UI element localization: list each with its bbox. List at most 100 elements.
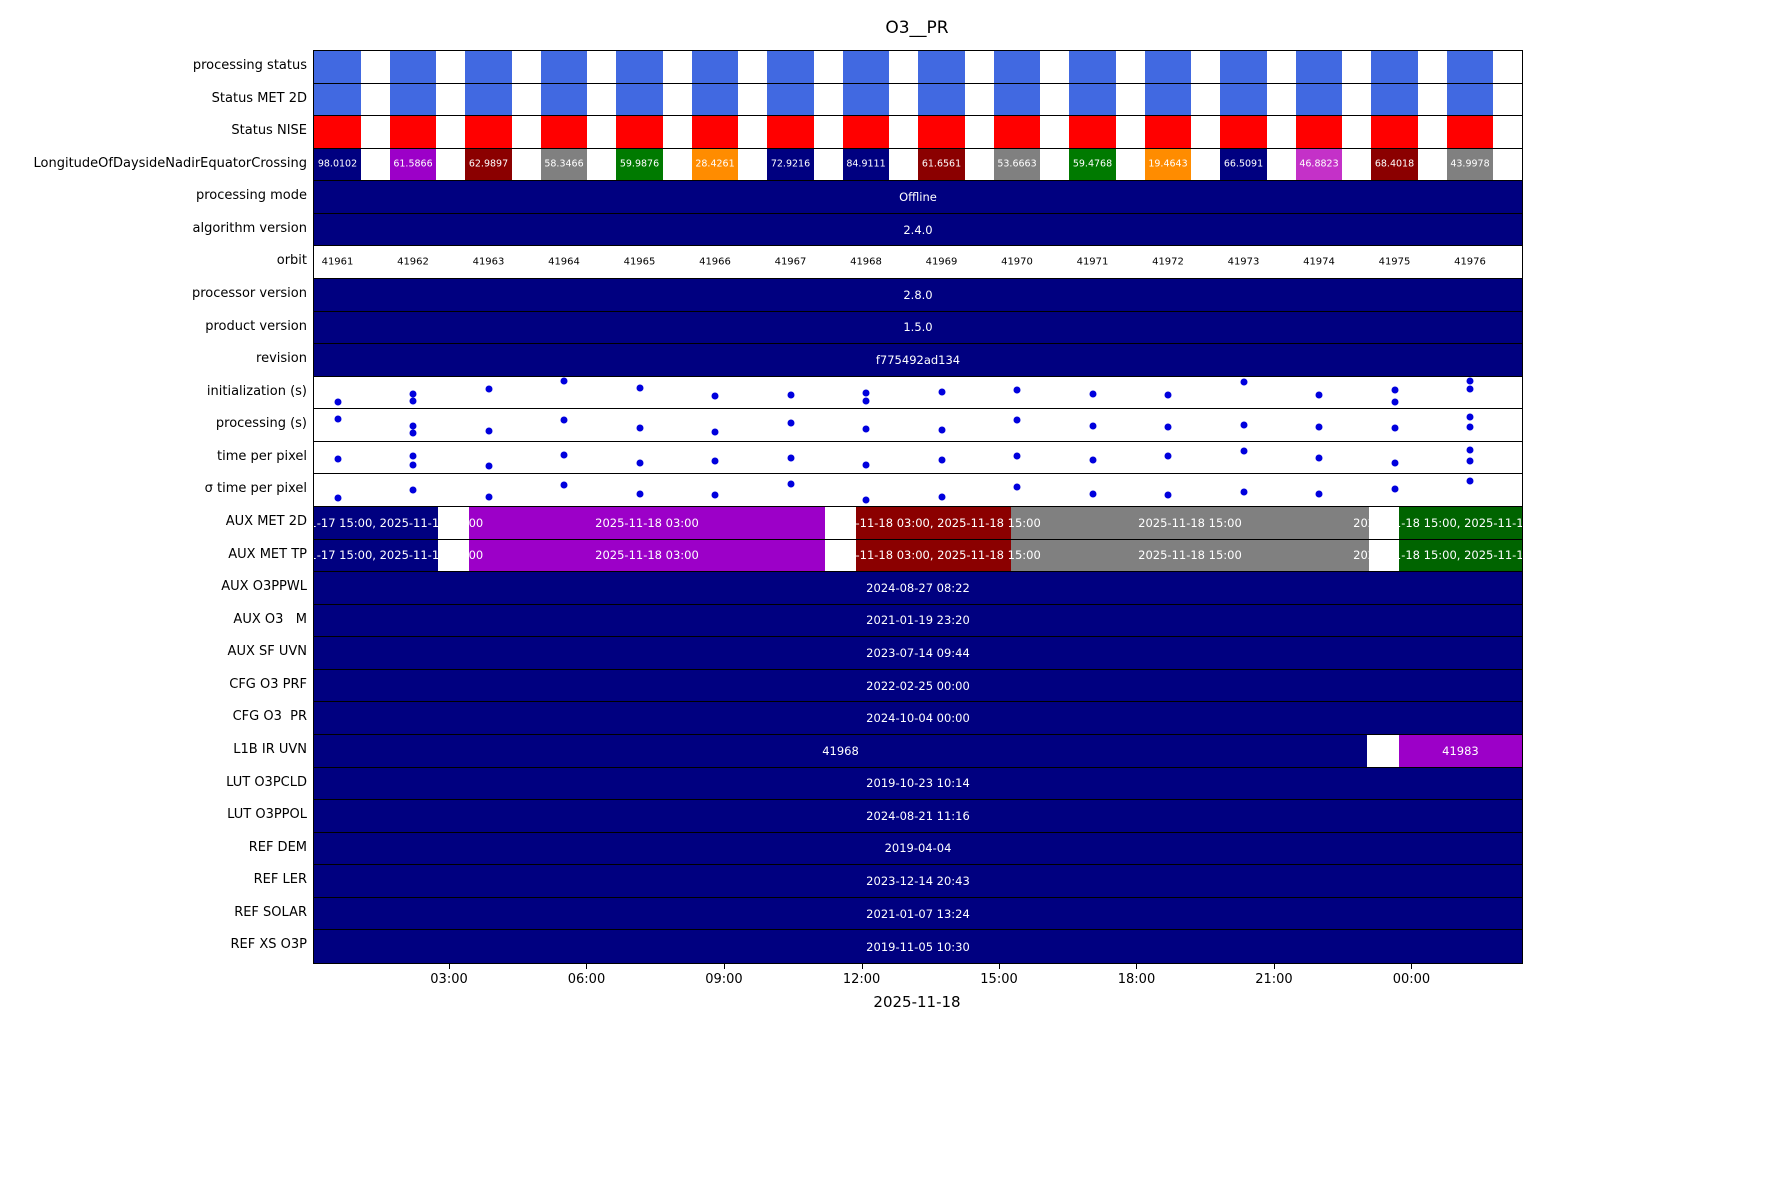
data-point	[1466, 385, 1474, 393]
row-processing-s	[314, 409, 1522, 442]
timeline-segment	[468, 507, 825, 539]
data-point	[862, 425, 870, 433]
data-point	[1089, 490, 1097, 498]
status-block	[1446, 83, 1494, 116]
status-block	[389, 148, 437, 181]
data-point	[1164, 452, 1172, 460]
row-value: 2019-10-23 10:14	[866, 776, 970, 791]
row-value: f775492ad134	[875, 352, 961, 367]
row-l1b-ir-uvn: 41968 41983	[314, 735, 1522, 768]
row-label-aux-sf-uvn: AUX SF UVN	[227, 644, 307, 660]
status-block	[1446, 51, 1494, 83]
status-block	[465, 116, 512, 148]
data-point	[409, 486, 417, 494]
block-value: 28.4261	[695, 158, 735, 170]
row-label-status-met-2d: Status MET 2D	[211, 90, 307, 106]
data-point	[1013, 452, 1021, 460]
data-point	[787, 480, 795, 488]
data-point	[409, 397, 417, 405]
data-point	[485, 493, 493, 501]
row-algorithm-version: 2.4.0	[314, 213, 1522, 247]
row-label-longitudeofdaysidenadirequatorcrossing: LongitudeOfDaysideNadirEquatorCrossing	[33, 155, 307, 171]
x-tick-mark	[1273, 963, 1275, 969]
row-product-version: 1.5.0	[314, 311, 1522, 345]
x-tick-mark	[999, 963, 1001, 969]
status-block	[465, 83, 512, 116]
timeline-segment	[1011, 507, 1369, 539]
data-point	[938, 456, 946, 464]
status-block	[767, 51, 814, 83]
row-label-ref-ler: REF LER	[253, 872, 307, 888]
data-point	[711, 491, 719, 499]
row-label-cfg-o3-pr: CFG O3 PR	[232, 709, 307, 725]
data-point	[560, 451, 568, 459]
data-point	[1164, 491, 1172, 499]
segment-label: 2025-11-18 15:00, 2025-11-19 03:00	[1353, 515, 1522, 530]
timeline-segment	[1011, 539, 1369, 572]
row-value: 2.8.0	[903, 287, 933, 302]
data-point	[938, 388, 946, 396]
status-block	[842, 83, 890, 116]
status-block	[1069, 116, 1116, 148]
row-label-ref-solar: REF SOLAR	[234, 904, 307, 920]
data-point	[1089, 456, 1097, 464]
row-status-met-2d	[314, 83, 1522, 117]
data-point	[560, 416, 568, 424]
status-block	[1220, 51, 1267, 83]
block-value: 53.6663	[997, 158, 1037, 170]
status-block	[1069, 83, 1116, 116]
orbit-number: 41964	[548, 256, 580, 268]
x-tick-mark	[723, 963, 725, 969]
row-aux-o3ppwl: 2024-08-27 08:22	[314, 572, 1522, 605]
data-point	[334, 494, 342, 502]
status-block	[1220, 83, 1267, 116]
segment-label: 2025-11-18 15:00, 2025-11-19 03:00	[1353, 548, 1522, 563]
status-block	[616, 83, 663, 116]
data-point	[409, 429, 417, 437]
status-block	[314, 116, 361, 148]
row-ref-dem: 2019-04-04	[314, 832, 1522, 866]
data-point	[1391, 424, 1399, 432]
status-block	[616, 51, 663, 83]
data-point	[1466, 423, 1474, 431]
status-block	[918, 51, 965, 83]
data-point	[1466, 413, 1474, 421]
data-point	[485, 427, 493, 435]
row-label-algorithm-version: algorithm version	[192, 220, 308, 236]
row-time-per-pixel	[314, 474, 1522, 507]
data-point	[1013, 483, 1021, 491]
data-point	[485, 462, 493, 470]
data-point	[1315, 490, 1323, 498]
status-block	[616, 116, 663, 148]
row-processing-status	[314, 51, 1522, 84]
orbit-number: 41969	[925, 256, 958, 268]
x-tick-label: 00:00	[1392, 972, 1431, 987]
status-block	[1069, 51, 1116, 83]
segment-label: 2025-11-18 03:00	[595, 548, 699, 563]
status-block	[767, 83, 814, 116]
row-label-ref-xs-o3p: REF XS O3P	[230, 937, 308, 953]
status-block	[1144, 116, 1192, 148]
status-block	[918, 148, 965, 181]
row-ref-xs-o3p: 2019-11-05 10:30	[314, 930, 1522, 963]
block-value: 61.6561	[921, 158, 962, 170]
status-block	[540, 51, 588, 83]
status-block	[993, 148, 1041, 181]
status-block	[691, 148, 739, 181]
data-point	[1240, 447, 1248, 455]
row-label-lut-o3pcld: LUT O3PCLD	[226, 774, 307, 790]
row-initialization-s	[314, 376, 1522, 410]
data-point	[787, 391, 795, 399]
status-block	[314, 83, 361, 116]
orbit-number: 41961	[321, 256, 354, 268]
timeline-segment	[1398, 507, 1522, 539]
data-point	[711, 428, 719, 436]
data-point	[409, 390, 417, 398]
row-label-l1b-ir-uvn: L1B IR UVN	[233, 742, 307, 757]
x-tick-mark	[1136, 963, 1138, 969]
chart-area: 98.0102 61.5866 62.9897 58.3466 59.9876 28.42…	[313, 50, 1523, 964]
row-label-initialization-s: initialization (s)	[206, 383, 307, 399]
data-point	[636, 490, 644, 498]
timeline-segment	[314, 735, 1367, 767]
row-ref-ler: 2023-12-14 20:43	[314, 865, 1522, 898]
